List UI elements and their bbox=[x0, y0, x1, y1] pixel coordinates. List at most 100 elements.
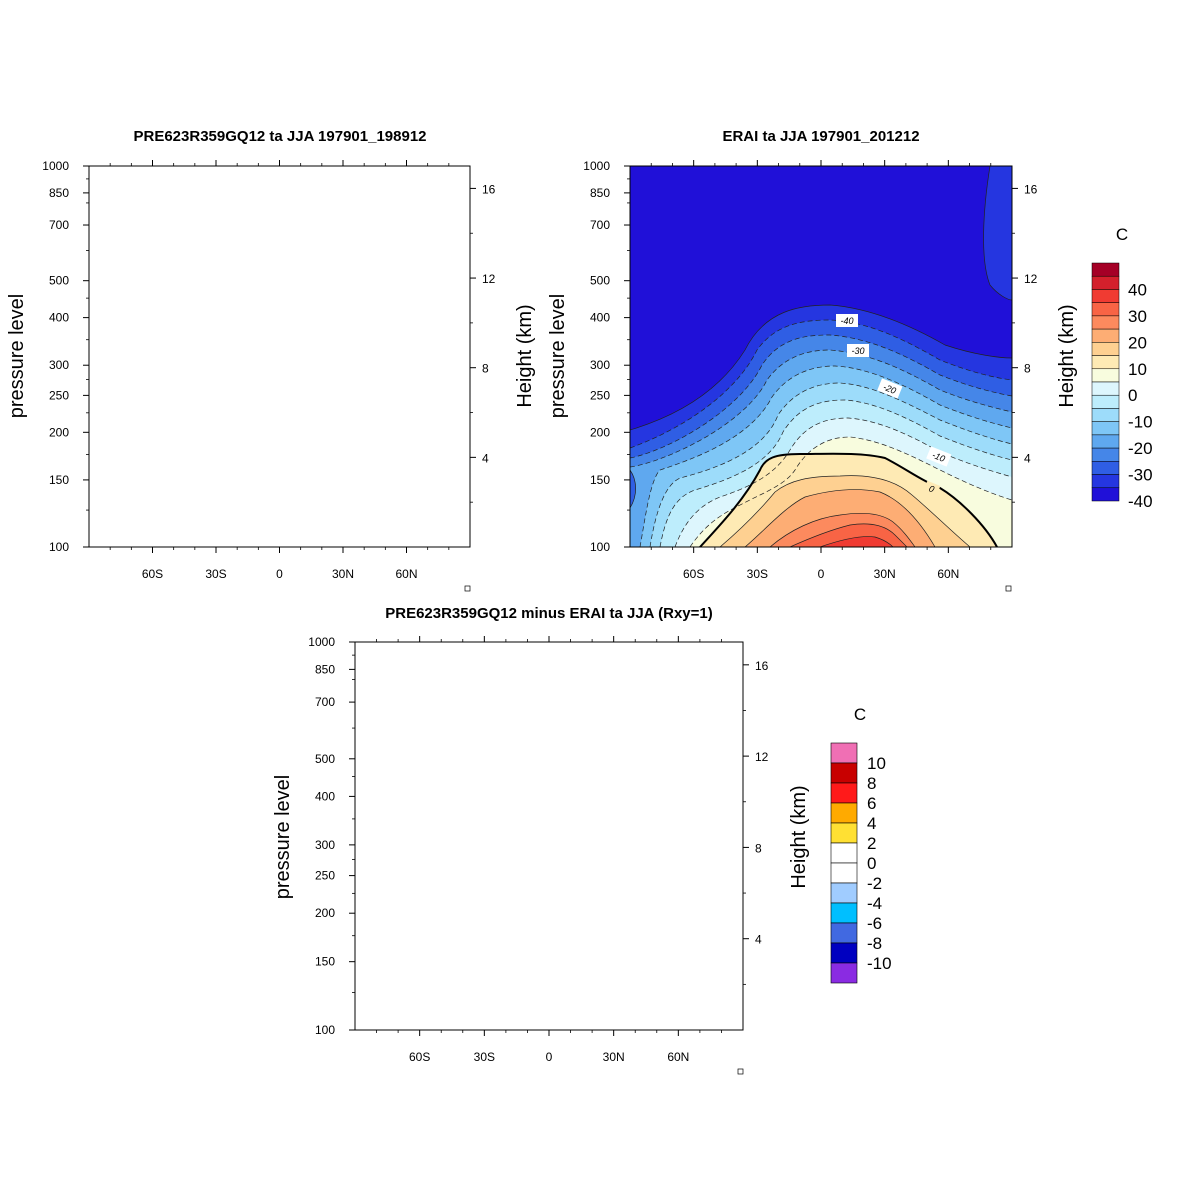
colorbar-c-units: C bbox=[854, 705, 866, 724]
panel-b-y-tick-label: 300 bbox=[590, 358, 610, 372]
colorbar-b-swatch bbox=[1091, 275, 1120, 290]
panel-c-y-tick-label: 150 bbox=[315, 955, 335, 969]
contour-line-minus-5 bbox=[689, 436, 1012, 547]
colorbar-c-swatch bbox=[830, 822, 858, 844]
panel-a-y-tick-label: 250 bbox=[49, 388, 69, 402]
colorbar-b-swatch bbox=[1091, 355, 1120, 370]
colorbar-b-swatch bbox=[1091, 434, 1120, 449]
colorbar-b-swatch bbox=[1091, 474, 1120, 489]
panel-b-y-tick-label: 850 bbox=[590, 186, 610, 200]
colorbar-b-swatch bbox=[1091, 328, 1120, 343]
panel-c-title: PRE623R359GQ12 minus ERAI ta JJA (Rxy=1) bbox=[385, 605, 713, 622]
panel-a-y-right-tick-label: 4 bbox=[482, 451, 489, 465]
panel-b-x-tick-label: 60N bbox=[937, 567, 959, 581]
colorbar-b-swatch bbox=[1091, 262, 1120, 277]
panel-b-y-tick-label: 250 bbox=[590, 388, 610, 402]
colorbar-c-label: 10 bbox=[867, 754, 886, 773]
colorbar-c-label: -2 bbox=[867, 874, 882, 893]
colorbar-b-swatch bbox=[1091, 408, 1120, 422]
contour-line-minus-40 bbox=[630, 319, 1012, 449]
colorbar-c-swatch bbox=[830, 882, 858, 904]
contour-line-left-edge bbox=[630, 469, 636, 509]
colorbar-b-label: 10 bbox=[1128, 360, 1147, 379]
panel-b-y-tick-label: 700 bbox=[590, 218, 610, 232]
colorbar-b-swatch bbox=[1091, 342, 1120, 356]
panel-a-y-tick-label: 200 bbox=[49, 425, 69, 439]
colorbar-c-swatch bbox=[830, 802, 858, 824]
panel-c-y-tick-label: 850 bbox=[315, 662, 335, 676]
panel-b-title: ERAI ta JJA 197901_201212 bbox=[722, 128, 919, 145]
panel-a-x-tick-label: 30N bbox=[332, 567, 354, 581]
contour-line-5 bbox=[719, 475, 971, 547]
colorbar-b-swatch bbox=[1091, 302, 1120, 317]
contour-line-25 bbox=[819, 536, 894, 547]
contour-label-zero: 0 bbox=[927, 483, 935, 494]
colorbar-b-label: 40 bbox=[1128, 280, 1147, 299]
contour-line-minus-30 bbox=[630, 349, 1012, 468]
colorbar-c-label: 6 bbox=[867, 794, 876, 813]
panel-b-marker bbox=[1005, 585, 1012, 592]
panel-a-marker bbox=[464, 585, 471, 592]
panel-a-y-tick-label: 700 bbox=[49, 218, 69, 232]
colorbar-c-label: -6 bbox=[867, 914, 882, 933]
colorbar-c-label: -8 bbox=[867, 934, 882, 953]
colorbar-b-swatch bbox=[1091, 487, 1120, 502]
panel-a-ylabel: pressure level bbox=[6, 294, 28, 419]
colorbar-c-label: 2 bbox=[867, 834, 876, 853]
contour-line-15 bbox=[769, 512, 916, 547]
panel-b-y-tick-label: 200 bbox=[590, 425, 610, 439]
panel-b-y-tick-label: 1000 bbox=[583, 159, 610, 173]
panel-a-y-tick-label: 150 bbox=[49, 473, 69, 487]
panel-b-x-tick-label: 30S bbox=[747, 567, 768, 581]
colorbar-c-swatch bbox=[830, 942, 858, 964]
contour-label-minus-40: -40 bbox=[840, 316, 853, 326]
panel-c-x-tick-label: 30S bbox=[474, 1050, 495, 1064]
contour-line-right-edge bbox=[983, 166, 1012, 301]
panel-a-y-tick-label: 500 bbox=[49, 274, 69, 288]
panel-b-colorbar: C 40 30 20 10 0 -10 -20 -30 -40 bbox=[1091, 225, 1153, 511]
panel-c-y-tick-label: 100 bbox=[315, 1023, 335, 1037]
colorbar-c-swatch bbox=[830, 762, 858, 784]
colorbar-c-swatch bbox=[830, 842, 858, 864]
contour-label-box bbox=[847, 344, 869, 357]
panel-b-y-tick-label: 150 bbox=[590, 473, 610, 487]
panel-model-temperature: PRE623R359GQ12 ta JJA 197901_198912 60S 3… bbox=[6, 128, 536, 592]
panel-a-y-right-tick-label: 16 bbox=[482, 182, 496, 196]
panel-b-y-tick-label: 500 bbox=[590, 274, 610, 288]
panel-c-ylabel: pressure level bbox=[272, 775, 294, 900]
contour-line-minus-15 bbox=[659, 399, 1012, 547]
panel-b-x-tick-label: 30N bbox=[874, 567, 896, 581]
colorbar-b-swatch bbox=[1091, 381, 1120, 396]
colorbar-b-swatch bbox=[1091, 421, 1120, 436]
panel-c-x-tick-label: 60N bbox=[667, 1050, 689, 1064]
contour-line-10 bbox=[744, 489, 936, 547]
colorbar-b-swatch bbox=[1091, 289, 1120, 303]
colorbar-c-swatch bbox=[830, 782, 858, 804]
panel-a-y-tick-label: 400 bbox=[49, 311, 69, 325]
panel-c-y-right-tick-label: 4 bbox=[755, 933, 762, 947]
colorbar-b-label: -30 bbox=[1128, 466, 1153, 485]
colorbar-b-swatch bbox=[1091, 394, 1120, 409]
colorbar-b-label: 30 bbox=[1128, 307, 1147, 326]
panel-b-x-tick-label: 60S bbox=[683, 567, 704, 581]
contour-line-zero bbox=[699, 452, 998, 547]
panel-c-y-tick-label: 700 bbox=[315, 695, 335, 709]
colorbar-c-swatch bbox=[830, 862, 858, 884]
contour-band-minus-45-right-edge bbox=[983, 166, 1012, 300]
contour-label-box bbox=[926, 446, 952, 467]
colorbar-b-swatch bbox=[1091, 447, 1120, 462]
panel-a-y-tick-label: 100 bbox=[49, 540, 69, 554]
colorbar-b-swatch bbox=[1091, 461, 1120, 475]
panel-b-y-right-tick-label: 12 bbox=[1024, 272, 1038, 286]
panel-c-x-tick-label: 30N bbox=[603, 1050, 625, 1064]
colorbar-b-swatch bbox=[1091, 315, 1120, 330]
contour-label-minus-20: -20 bbox=[882, 382, 898, 396]
contour-label-minus-30: -30 bbox=[851, 346, 864, 356]
panel-b-contour-labels: -40 -30 -20 -10 0 bbox=[836, 314, 952, 497]
panel-b-ylabel-right: Height (km) bbox=[1056, 304, 1078, 407]
contour-label-box bbox=[877, 378, 903, 399]
contour-label-box bbox=[923, 480, 941, 497]
panel-a-y-tick-label: 300 bbox=[49, 358, 69, 372]
panel-c-y-tick-label: 400 bbox=[315, 789, 335, 803]
panel-b-y-right-tick-label: 8 bbox=[1024, 362, 1031, 376]
